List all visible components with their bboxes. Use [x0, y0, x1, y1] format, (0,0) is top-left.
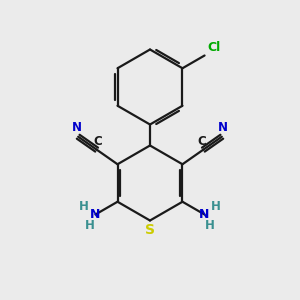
Text: C: C: [197, 135, 206, 148]
Text: H: H: [85, 219, 95, 232]
Text: C: C: [94, 135, 103, 148]
Text: N: N: [200, 208, 210, 221]
Text: N: N: [90, 208, 100, 221]
Text: H: H: [205, 219, 215, 232]
Text: H: H: [211, 200, 221, 214]
Text: N: N: [72, 121, 82, 134]
Text: H: H: [79, 200, 89, 214]
Text: S: S: [145, 223, 155, 237]
Text: Cl: Cl: [207, 41, 220, 54]
Text: N: N: [218, 121, 228, 134]
